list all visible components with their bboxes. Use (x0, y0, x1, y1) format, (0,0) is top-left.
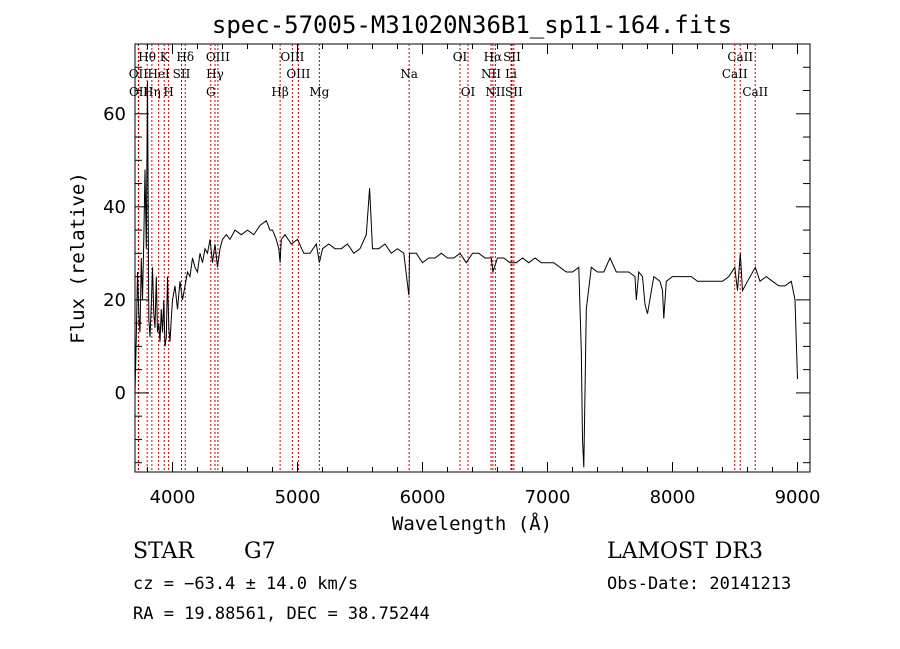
spectral-line-label: OII (129, 67, 149, 81)
object-class: STAR (133, 539, 195, 564)
spectral-line-label: OIII (286, 67, 310, 81)
spectral-line-label: NII (481, 67, 501, 81)
spectral-line-label: OIII (280, 50, 304, 64)
plot-frame (134, 43, 811, 473)
chart-title: spec-57005-M31020N36B1_sp11-164.fits (212, 11, 732, 39)
spectral-line-label: SII (173, 67, 191, 81)
survey-name: LAMOST DR3 (607, 539, 763, 564)
spectral-line-label: SII (505, 85, 523, 99)
spectral-line-label: H (163, 85, 173, 99)
spectral-line-label: Hα (484, 50, 503, 64)
spectral-line-label: Mg (309, 85, 329, 99)
observation-date: Obs-Date: 20141213 (607, 574, 791, 594)
spectral-line-label: CaII (727, 50, 753, 64)
y-tick-label: 40 (103, 197, 126, 218)
spectral-line-label: OI (461, 85, 476, 99)
y-tick-label: 20 (103, 290, 126, 311)
spectral-line-label: OI (453, 50, 468, 64)
spectral-line-label: K (160, 50, 170, 64)
x-tick-label: 7000 (525, 487, 571, 508)
spectral-line-label: Li (505, 67, 517, 81)
spectral-line-label: G (206, 85, 216, 99)
spectral-line-label: Hθ (138, 50, 156, 64)
spectral-line-label: Hδ (176, 50, 194, 64)
y-axis-label: Flux (relative) (67, 172, 89, 344)
spectral-line-label: Na (400, 67, 418, 81)
spectral-line-label: Hη (143, 85, 161, 99)
x-tick-label: 9000 (775, 487, 821, 508)
axis-ticks (135, 43, 810, 472)
x-tick-label: 5000 (275, 487, 321, 508)
y-tick-label: 0 (115, 383, 126, 404)
redshift-cz: cz = −63.4 ± 14.0 km/s (133, 574, 358, 594)
x-tick-label: 8000 (650, 487, 696, 508)
spectral-line-label: Hγ (206, 67, 224, 81)
x-tick-label: 6000 (400, 487, 446, 508)
object-subclass: G7 (244, 539, 276, 564)
spectral-line-label: SII (503, 50, 521, 64)
spectral-line-label: Hβ (271, 85, 288, 99)
x-axis-label: Wavelength (Å) (392, 512, 552, 535)
spectral-line-label: OII (129, 85, 149, 99)
spectral-line-label: CaII (722, 67, 748, 81)
sky-coordinates: RA = 19.88561, DEC = 38.75244 (133, 604, 430, 624)
spectral-line-label: CaII (742, 85, 768, 99)
spectral-line-label: OIII (206, 50, 230, 64)
y-tick-label: 60 (103, 104, 126, 125)
spectrum-line (134, 81, 798, 468)
axis-tick-labels: 4000 5000 6000 7000 8000 9000 0 20 40 60 (103, 104, 820, 508)
x-tick-label: 4000 (150, 487, 196, 508)
spectral-line-label: NII (485, 85, 505, 99)
spectral-line-label: HeI (147, 67, 170, 81)
